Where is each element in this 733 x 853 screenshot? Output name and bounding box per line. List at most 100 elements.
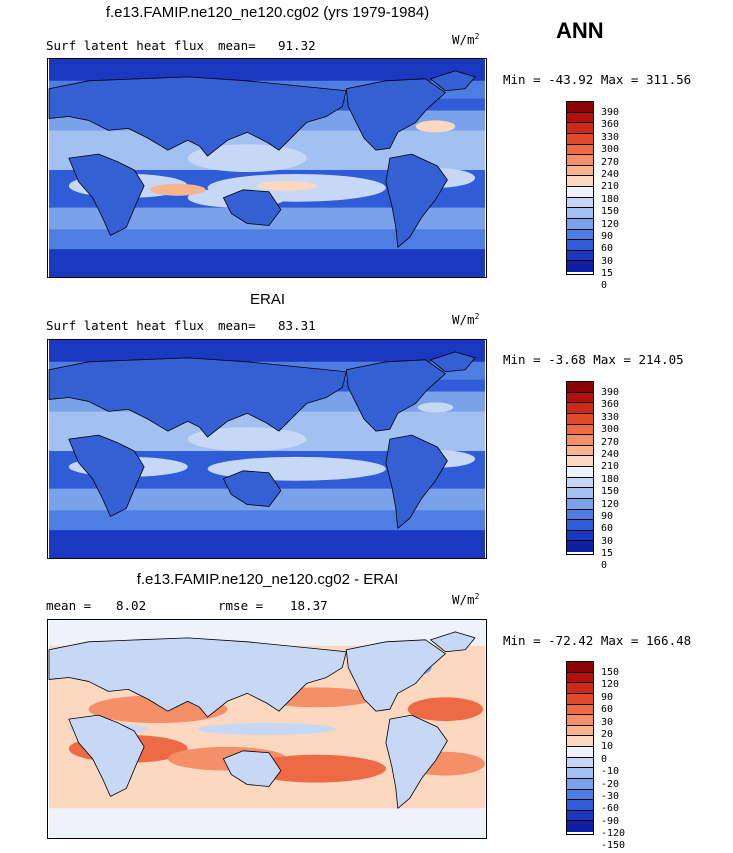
colorbar-swatch xyxy=(567,229,593,241)
colorbar-tick-label: 330 xyxy=(601,411,620,423)
colorbar-swatch xyxy=(567,165,593,177)
panel-3-colorbar-labels: 150 120 90 60 30 20 10 0 -10 -20 -30 -60 -90 -120 -150 xyxy=(601,667,625,853)
colorbar-swatch xyxy=(567,250,593,262)
colorbar-swatch xyxy=(567,800,593,811)
colorbar-swatch xyxy=(567,144,593,156)
colorbar-swatch xyxy=(567,662,593,673)
colorbar-swatch xyxy=(567,133,593,145)
colorbar-tick-label: 180 xyxy=(601,193,620,205)
colorbar-swatch xyxy=(567,392,593,404)
panel-1-title: f.e13.FAMIP.ne120_ne120.cg02 (yrs 1979-1… xyxy=(105,4,430,21)
colorbar-swatch xyxy=(567,768,593,779)
colorbar-swatch xyxy=(567,672,593,684)
panel-2-variable-label: Surf latent heat flux xyxy=(46,318,205,333)
colorbar-swatch xyxy=(567,725,593,737)
panel-2-units: W/m2 xyxy=(452,312,480,328)
colorbar-tick-label: 150 xyxy=(601,206,620,218)
panel-2-colorbar xyxy=(566,381,594,555)
colorbar-swatch xyxy=(567,424,593,436)
colorbar-swatch xyxy=(567,757,593,769)
colorbar-swatch xyxy=(567,704,593,716)
colorbar-swatch xyxy=(567,403,593,414)
colorbar-swatch xyxy=(567,456,593,467)
colorbar-swatch xyxy=(567,530,593,542)
colorbar-swatch xyxy=(567,197,593,209)
colorbar-swatch xyxy=(567,693,593,705)
panel-2-map xyxy=(47,339,487,559)
colorbar-tick-label: -60 xyxy=(601,803,620,815)
colorbar-tick-label: 240 xyxy=(601,448,620,460)
panel-2-range: Min = -3.68 Max = 214.05 xyxy=(503,352,684,367)
panel-3-colorbar xyxy=(566,661,594,835)
panel-1-range: Min = -43.92 Max = 311.56 xyxy=(503,72,692,87)
colorbar-tick-label: 90 xyxy=(601,230,614,242)
colorbar-tick-label: 90 xyxy=(601,691,614,703)
colorbar-tick-label: -120 xyxy=(601,828,626,840)
colorbar-swatch xyxy=(567,187,593,198)
colorbar-swatch xyxy=(567,477,593,489)
colorbar-tick-label: 300 xyxy=(601,424,620,436)
colorbar-tick-label: 0 xyxy=(601,280,608,292)
colorbar-swatch xyxy=(567,382,593,393)
panel-1-map xyxy=(47,58,487,278)
colorbar-swatch xyxy=(567,541,593,552)
colorbar-tick-label: 330 xyxy=(601,131,620,143)
colorbar-tick-label: -150 xyxy=(601,840,626,852)
panel-3-rmse-label: rmse = xyxy=(218,598,264,613)
colorbar-tick-label: 20 xyxy=(601,728,614,740)
colorbar-tick-label: 120 xyxy=(601,679,620,691)
colorbar-tick-label: 60 xyxy=(601,243,614,255)
panel-3-map xyxy=(47,619,487,839)
colorbar-tick-label: 30 xyxy=(601,255,614,267)
panel-1-colorbar-labels: 390 360 330 300 270 240 210 180 150 120 90 60 30 15 0 xyxy=(601,107,619,293)
colorbar-tick-label: 300 xyxy=(601,144,620,156)
colorbar-tick-label: 30 xyxy=(601,716,614,728)
colorbar-swatch xyxy=(567,810,593,822)
colorbar-swatch xyxy=(567,102,593,113)
panel-2-mean-value: 83.31 xyxy=(278,318,316,333)
colorbar-swatch xyxy=(567,520,593,531)
colorbar-swatch xyxy=(567,208,593,219)
panel-1-variable-label: Surf latent heat flux xyxy=(46,38,205,53)
panel-2-colorbar-labels: 390 360 330 300 270 240 210 180 150 120 90 60 30 15 0 xyxy=(601,387,619,573)
colorbar-tick-label: 150 xyxy=(601,486,620,498)
colorbar-swatch xyxy=(567,240,593,251)
panel-3-range: Min = -72.42 Max = 166.48 xyxy=(503,633,692,648)
colorbar-tick-label: -10 xyxy=(601,766,620,778)
panel-3-rmse-value: 18.37 xyxy=(290,598,328,613)
panel-3-mean-label: mean = xyxy=(46,598,92,613)
colorbar-swatch xyxy=(567,747,593,758)
colorbar-swatch xyxy=(567,715,593,726)
colorbar-swatch xyxy=(567,736,593,747)
colorbar-tick-label: 60 xyxy=(601,704,614,716)
panel-1-units: W/m2 xyxy=(452,32,480,48)
colorbar-tick-label: 210 xyxy=(601,181,620,193)
colorbar-swatch xyxy=(567,683,593,694)
colorbar-tick-label: 360 xyxy=(601,119,620,131)
colorbar-tick-label: 120 xyxy=(601,498,620,510)
colorbar-swatch xyxy=(567,435,593,446)
panel-3-map-svg xyxy=(48,620,485,838)
colorbar-swatch xyxy=(567,821,593,832)
colorbar-tick-label: -30 xyxy=(601,790,620,802)
colorbar-tick-label: 270 xyxy=(601,436,620,448)
colorbar-swatch xyxy=(567,789,593,801)
colorbar-swatch xyxy=(567,155,593,166)
panel-2-mean-label: mean= xyxy=(218,318,256,333)
colorbar-tick-label: 270 xyxy=(601,156,620,168)
panel-1-mean-label: mean= xyxy=(218,38,256,53)
colorbar-swatch xyxy=(567,445,593,457)
panel-3-mean-value: 8.02 xyxy=(116,598,147,613)
panel-2-map-svg xyxy=(48,340,485,558)
colorbar-swatch xyxy=(567,218,593,230)
colorbar-swatch xyxy=(567,467,593,478)
colorbar-tick-label: 0 xyxy=(601,560,608,572)
colorbar-tick-label: 0 xyxy=(601,753,608,765)
colorbar-tick-label: 10 xyxy=(601,741,614,753)
colorbar-swatch xyxy=(567,261,593,272)
panel-1-colorbar xyxy=(566,101,594,275)
panel-3-title: f.e13.FAMIP.ne120_ne120.cg02 - ERAI xyxy=(136,571,399,588)
colorbar-swatch xyxy=(567,123,593,134)
panel-1-mean-value: 91.32 xyxy=(278,38,316,53)
panel-3-units: W/m2 xyxy=(452,592,480,608)
